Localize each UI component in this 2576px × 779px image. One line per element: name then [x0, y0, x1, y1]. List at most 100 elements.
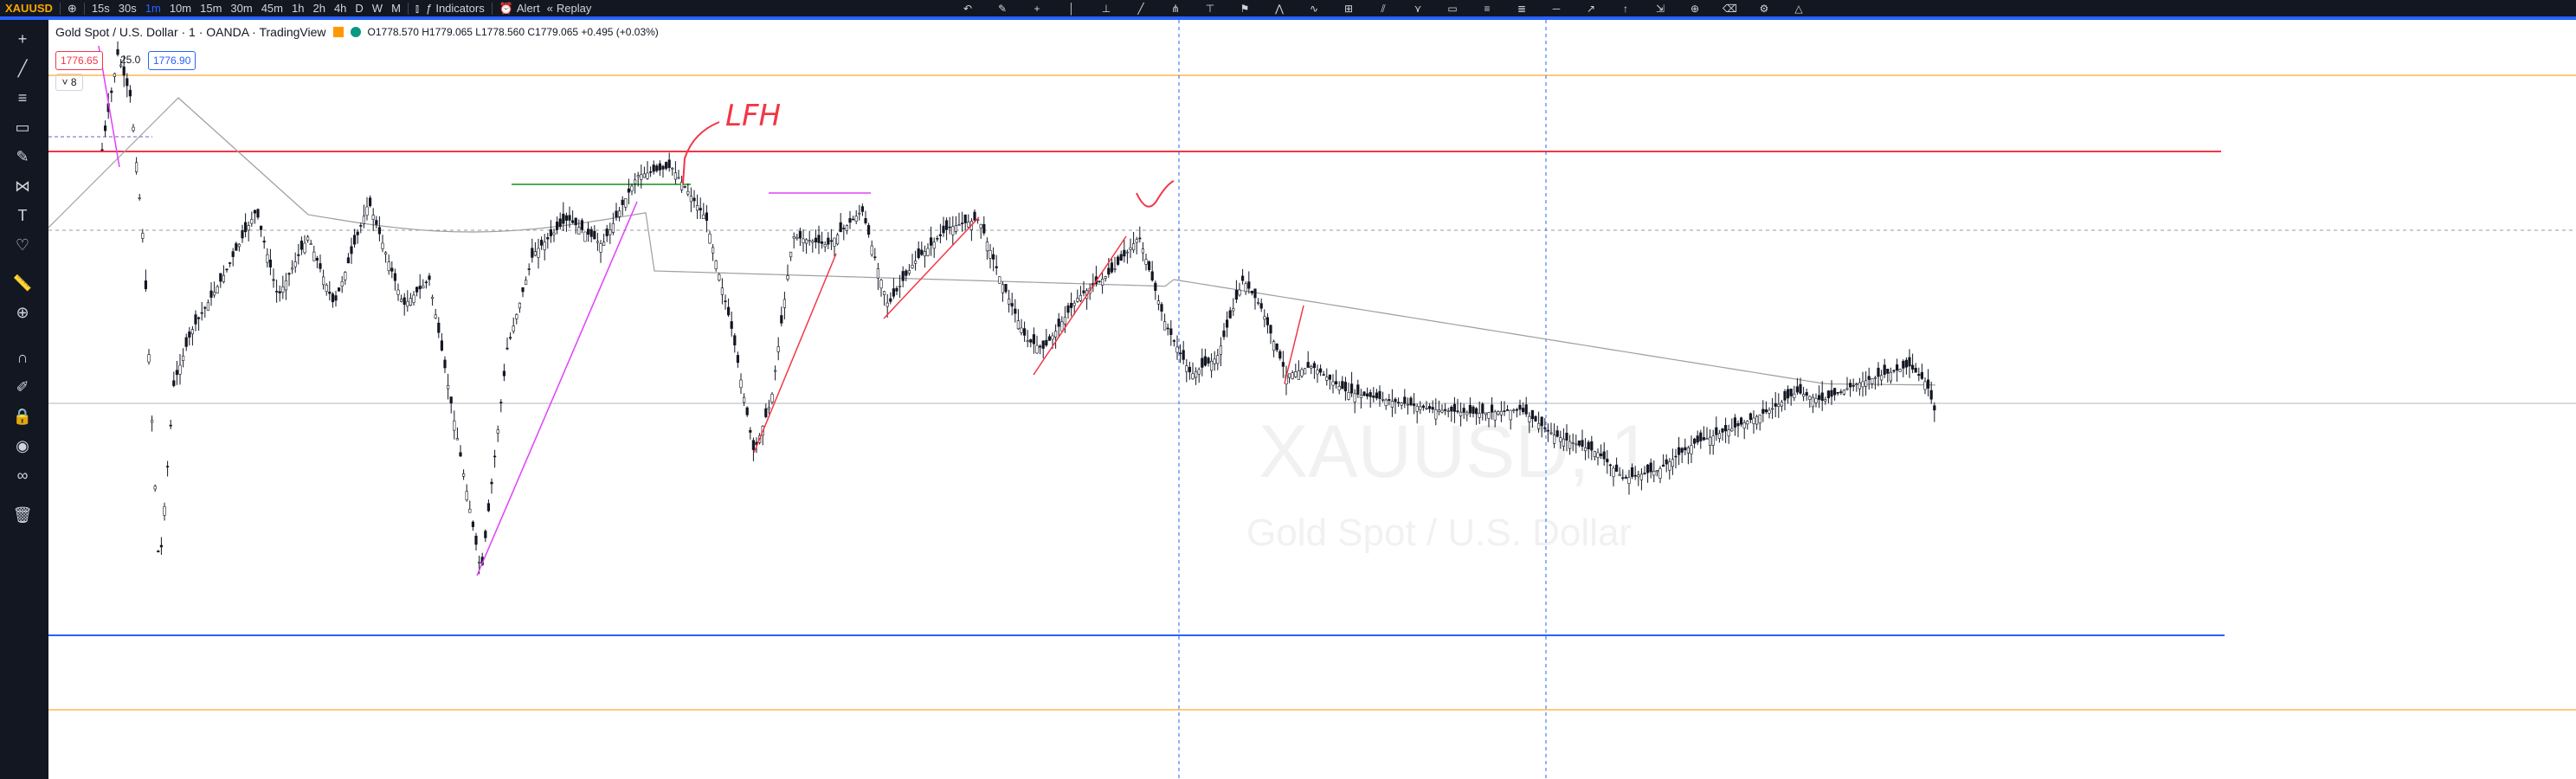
timeframe-1m[interactable]: 1m: [145, 2, 161, 15]
line-icon[interactable]: │: [1068, 2, 1075, 15]
zoom-icon[interactable]: ⊕: [16, 304, 29, 321]
candle-body: [1001, 284, 1004, 293]
brush-icon[interactable]: ✎: [16, 148, 29, 165]
symbol-search[interactable]: XAUUSD: [5, 2, 53, 15]
pattern-icon[interactable]: ⋈: [15, 177, 30, 195]
crosshair-icon[interactable]: +: [1034, 2, 1040, 15]
replay-button[interactable]: «Replay: [547, 2, 592, 15]
add-symbol-icon[interactable]: ⊕: [67, 1, 77, 15]
candle-body: [126, 78, 129, 87]
magnet-icon[interactable]: ∩: [16, 349, 29, 366]
trendline-magenta[interactable]: [476, 201, 638, 576]
channel-icon[interactable]: ⫽: [1381, 2, 1386, 15]
rectangle-icon[interactable]: ▭: [15, 119, 30, 136]
sell-price-button[interactable]: 1776.65: [55, 51, 104, 70]
arrow-annotation[interactable]: [682, 121, 720, 185]
candle-body: [1789, 389, 1793, 396]
flag-icon[interactable]: [332, 27, 344, 37]
candle-body: [1746, 421, 1749, 425]
pencil-lock-icon[interactable]: ✐: [16, 378, 29, 396]
chart-type-icon[interactable]: ⫾: [415, 1, 420, 15]
eye-icon[interactable]: ◉: [16, 437, 29, 454]
text-icon[interactable]: T: [17, 207, 28, 224]
candle-body: [194, 314, 197, 325]
trendline-red-2[interactable]: [883, 216, 980, 319]
zoom-icon[interactable]: ⊕: [1690, 2, 1700, 15]
candle-body: [437, 322, 441, 333]
buy-price-button[interactable]: 1776.90: [148, 51, 196, 70]
settings-icon[interactable]: ⚙: [1759, 2, 1769, 15]
brush-icon[interactable]: ✎: [997, 2, 1008, 15]
undo-icon[interactable]: ↶: [963, 2, 973, 15]
candle-body: [1409, 397, 1413, 406]
chart-pane[interactable]: XAUUSD, 1 Gold Spot / U.S. Dollar LFH G: [48, 20, 2576, 779]
candle-body: [574, 217, 577, 226]
crosshair-icon[interactable]: +: [17, 30, 28, 48]
timeframe-15s[interactable]: 15s: [91, 2, 110, 15]
pin-icon[interactable]: ⊤: [1205, 2, 1215, 15]
timeframe-2h[interactable]: 2h: [312, 2, 325, 15]
candle-body: [1787, 389, 1790, 399]
timeframe-10m[interactable]: 10m: [169, 2, 192, 15]
candle-body: [1652, 470, 1656, 476]
timeframe-D[interactable]: D: [355, 2, 364, 15]
trendline-red-3[interactable]: [1033, 235, 1127, 376]
candle-body: [1795, 386, 1799, 393]
timeframe-1h[interactable]: 1h: [292, 2, 305, 15]
flag-icon[interactable]: ⚑: [1240, 2, 1250, 15]
fib-icon[interactable]: ≡: [17, 89, 28, 106]
trendline-red-1[interactable]: [753, 253, 837, 454]
candle-body: [1319, 368, 1323, 373]
wave-icon[interactable]: ∿: [1309, 2, 1319, 15]
timeframe-W[interactable]: W: [371, 2, 383, 15]
candle-body: [942, 225, 945, 234]
candle-body: [708, 234, 712, 244]
parallel-icon[interactable]: ≡: [1484, 2, 1491, 15]
lfh-annotation[interactable]: LFH: [725, 99, 781, 133]
pitchfork-icon[interactable]: ⋎: [1414, 2, 1422, 15]
fork-icon[interactable]: ⋔: [1170, 2, 1181, 15]
check-annotation[interactable]: [1136, 180, 1175, 208]
timeframe-4h[interactable]: 4h: [333, 2, 347, 15]
indicators-toggle[interactable]: ˅ 8: [55, 74, 83, 91]
ray-icon[interactable]: ↗: [1586, 2, 1596, 15]
candle-body: [1678, 447, 1681, 455]
lock-icon[interactable]: 🔒: [12, 408, 33, 425]
rectangle-icon[interactable]: ▭: [1447, 2, 1458, 15]
candle-body: [770, 394, 774, 402]
trendline-icon[interactable]: ╱: [1137, 2, 1144, 15]
link-icon[interactable]: ∞: [16, 467, 29, 484]
candle-body: [627, 188, 630, 193]
candle-body: [459, 452, 462, 457]
triangle-icon[interactable]: △: [1794, 2, 1803, 15]
trendline-red-4[interactable]: [1284, 305, 1304, 384]
candle-body: [1506, 409, 1510, 411]
hline-icon[interactable]: ─: [1552, 2, 1561, 15]
vertical-line-icon[interactable]: ⊥: [1101, 2, 1111, 15]
pattern-icon[interactable]: ⋀: [1275, 2, 1284, 15]
candle-body: [621, 199, 624, 205]
ruler-icon[interactable]: 📏: [12, 274, 33, 292]
moving-average[interactable]: [48, 97, 1936, 386]
trendline-icon[interactable]: ╱: [17, 60, 28, 77]
alert-button[interactable]: ⏰ Alert: [499, 2, 540, 16]
heart-icon[interactable]: ♡: [15, 236, 30, 254]
candle-body: [362, 216, 366, 224]
fib-icon[interactable]: ≣: [1517, 2, 1527, 15]
timeframe-30s[interactable]: 30s: [118, 2, 137, 15]
trash-icon[interactable]: 🗑: [12, 506, 33, 524]
candle-body: [1540, 416, 1543, 427]
timeframe-30m[interactable]: 30m: [230, 2, 253, 15]
price-chart[interactable]: LFH: [48, 20, 2576, 779]
candle-body: [424, 281, 428, 284]
candle-body: [182, 355, 185, 361]
arrow-icon[interactable]: ↑: [1623, 2, 1628, 15]
timeframe-M[interactable]: M: [391, 2, 401, 15]
candle-body: [702, 214, 705, 220]
indicators-button[interactable]: ƒ Indicators: [426, 2, 485, 15]
gann-icon[interactable]: ⊞: [1343, 2, 1354, 15]
timeframe-15m[interactable]: 15m: [200, 2, 222, 15]
measure-icon[interactable]: ⇲: [1655, 2, 1665, 15]
eraser-icon[interactable]: ⌫: [1723, 2, 1737, 15]
timeframe-45m[interactable]: 45m: [261, 2, 283, 15]
